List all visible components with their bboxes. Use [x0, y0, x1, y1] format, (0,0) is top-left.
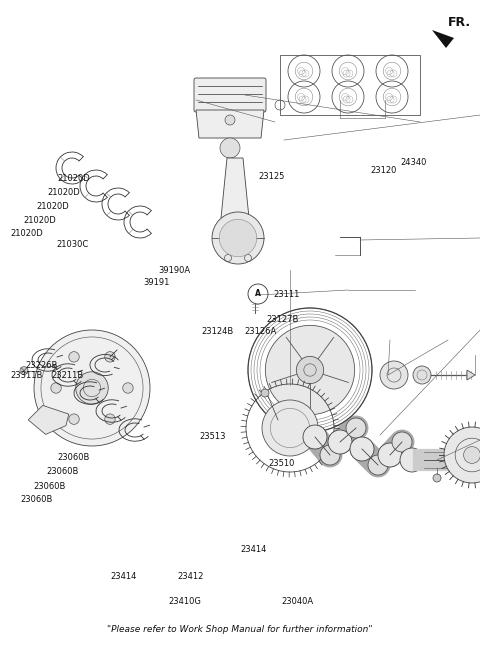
- Circle shape: [265, 325, 355, 415]
- Bar: [280, 55, 420, 115]
- Circle shape: [105, 351, 115, 362]
- Text: 21020D: 21020D: [11, 229, 43, 238]
- Polygon shape: [196, 110, 264, 138]
- Text: 23513: 23513: [199, 432, 226, 442]
- Text: 39191: 39191: [143, 278, 169, 287]
- Text: 21020D: 21020D: [47, 188, 80, 197]
- Circle shape: [212, 212, 264, 264]
- Circle shape: [444, 427, 480, 483]
- Text: 23211B: 23211B: [52, 371, 84, 380]
- Polygon shape: [28, 405, 69, 434]
- Text: 23060B: 23060B: [46, 467, 78, 476]
- Text: 39190A: 39190A: [158, 266, 191, 275]
- Text: 23414: 23414: [110, 572, 137, 581]
- Text: 23060B: 23060B: [20, 495, 52, 504]
- Circle shape: [296, 356, 324, 384]
- Text: 23124B: 23124B: [202, 327, 234, 336]
- Circle shape: [123, 383, 133, 394]
- Circle shape: [248, 284, 268, 304]
- Text: 23311B: 23311B: [11, 371, 43, 380]
- Text: 23060B: 23060B: [34, 482, 66, 491]
- Circle shape: [219, 219, 257, 257]
- Circle shape: [464, 447, 480, 463]
- Circle shape: [225, 115, 235, 125]
- Circle shape: [76, 372, 108, 404]
- Polygon shape: [221, 158, 249, 218]
- Circle shape: [262, 400, 318, 456]
- Circle shape: [261, 389, 269, 397]
- Text: 23126A: 23126A: [245, 327, 277, 336]
- Text: 23125: 23125: [258, 171, 284, 181]
- Text: 24340: 24340: [401, 158, 427, 168]
- Circle shape: [392, 432, 412, 452]
- Circle shape: [20, 367, 28, 374]
- Text: 23510: 23510: [269, 459, 295, 468]
- Text: 21020D: 21020D: [36, 202, 69, 211]
- Circle shape: [400, 448, 424, 472]
- Circle shape: [105, 414, 115, 424]
- Circle shape: [380, 361, 408, 389]
- Circle shape: [320, 445, 340, 465]
- Text: 23060B: 23060B: [58, 453, 90, 462]
- Circle shape: [378, 443, 402, 467]
- Text: "Please refer to Work Shop Manual for further information": "Please refer to Work Shop Manual for fu…: [107, 625, 373, 635]
- Text: 21020D: 21020D: [23, 216, 56, 225]
- Text: 23111: 23111: [274, 290, 300, 299]
- Text: 23120: 23120: [371, 166, 397, 175]
- FancyBboxPatch shape: [194, 78, 266, 112]
- Text: 21020D: 21020D: [58, 174, 90, 183]
- Circle shape: [328, 430, 352, 454]
- Circle shape: [34, 330, 150, 446]
- Circle shape: [368, 455, 388, 475]
- Text: A: A: [255, 290, 261, 298]
- Circle shape: [69, 414, 79, 424]
- Text: FR.: FR.: [448, 16, 471, 28]
- Circle shape: [350, 437, 374, 461]
- Circle shape: [69, 351, 79, 362]
- Circle shape: [51, 383, 61, 394]
- Text: 23226B: 23226B: [25, 361, 57, 370]
- Circle shape: [433, 474, 441, 482]
- Circle shape: [303, 425, 327, 449]
- Circle shape: [413, 366, 431, 384]
- Text: 21030C: 21030C: [57, 240, 89, 249]
- Text: 23412: 23412: [178, 572, 204, 581]
- Circle shape: [220, 138, 240, 158]
- Circle shape: [250, 290, 260, 300]
- Polygon shape: [432, 30, 454, 48]
- Text: 23414: 23414: [240, 545, 266, 554]
- Polygon shape: [467, 370, 475, 380]
- Text: 23410G: 23410G: [168, 597, 201, 606]
- Text: 23040A: 23040A: [282, 597, 313, 606]
- Text: 23127B: 23127B: [266, 315, 299, 324]
- Circle shape: [346, 418, 366, 438]
